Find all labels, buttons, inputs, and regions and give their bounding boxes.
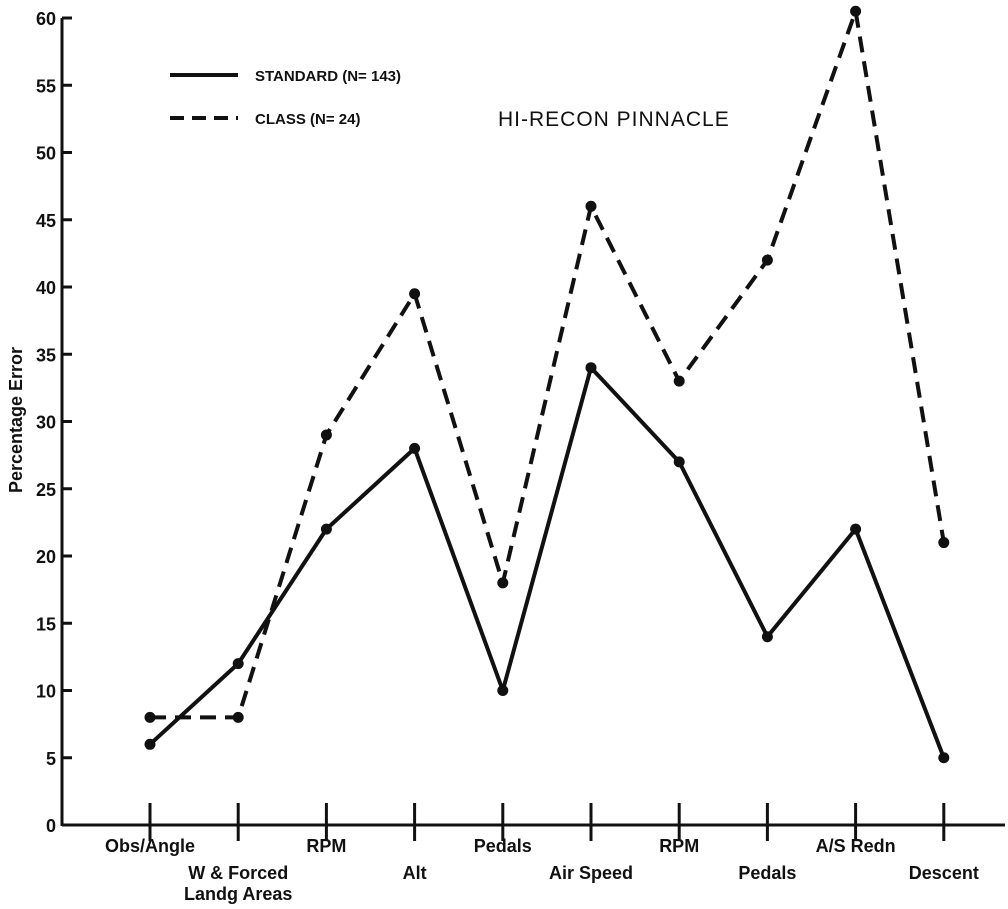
y-tick-label: 30 (36, 413, 56, 433)
data-point (585, 362, 597, 374)
x-tick-label: RPM (306, 836, 346, 856)
data-point (497, 577, 509, 589)
data-point (409, 288, 421, 300)
y-tick-label: 45 (36, 211, 56, 231)
y-tick-label: 15 (36, 614, 56, 634)
data-point (938, 537, 950, 549)
series-lines (144, 5, 950, 764)
y-tick-label: 35 (36, 345, 56, 365)
y-tick-label: 50 (36, 144, 56, 164)
data-point (232, 658, 244, 670)
y-tick-label: 10 (36, 682, 56, 702)
chart-title: HI-RECON PINNACLE (498, 108, 730, 131)
x-tick-label: Pedals (474, 836, 532, 856)
x-tick-label: Pedals (738, 863, 796, 883)
x-tick-label: Descent (909, 863, 979, 883)
y-tick-label: 55 (36, 76, 56, 96)
legend: STANDARD (N= 143) CLASS (N= 24) (170, 68, 401, 128)
data-point (761, 631, 773, 643)
data-point (144, 711, 156, 723)
series-line-class (150, 9, 946, 720)
y-axis: 0 5 10 15 20 25 30 35 40 45 50 55 60 (36, 9, 72, 836)
y-tick-label: 40 (36, 278, 56, 298)
legend-label-class: CLASS (N= 24) (255, 111, 360, 128)
data-point (497, 685, 509, 696)
x-tick-label: Alt (403, 863, 427, 883)
y-axis-label: Percentage Error (6, 347, 26, 493)
data-point (320, 523, 332, 535)
data-point (673, 456, 685, 468)
x-tick-label: A/S Redn (816, 836, 896, 856)
data-point (673, 375, 685, 387)
y-tick-label: 0 (46, 816, 56, 836)
data-point (850, 523, 862, 535)
x-tick-label: Air Speed (549, 863, 633, 883)
x-tick-label: Landg Areas (184, 884, 292, 904)
x-tick-label: RPM (659, 836, 699, 856)
y-tick-label: 60 (36, 9, 56, 29)
data-point (585, 200, 597, 212)
series-line-standard (148, 365, 946, 759)
data-point (232, 711, 244, 723)
data-point (409, 442, 421, 454)
x-tick-label: Obs/Angle (105, 836, 195, 856)
data-point (761, 254, 773, 266)
y-tick-label: 20 (36, 547, 56, 567)
x-tick-label: W & Forced (188, 863, 288, 883)
data-point (938, 752, 950, 764)
y-tick-label: 25 (36, 480, 56, 500)
data-point (850, 5, 862, 17)
y-tick-label: 5 (46, 749, 56, 769)
legend-label-standard: STANDARD (N= 143) (255, 68, 401, 85)
data-point (144, 738, 156, 750)
data-point (320, 429, 332, 441)
